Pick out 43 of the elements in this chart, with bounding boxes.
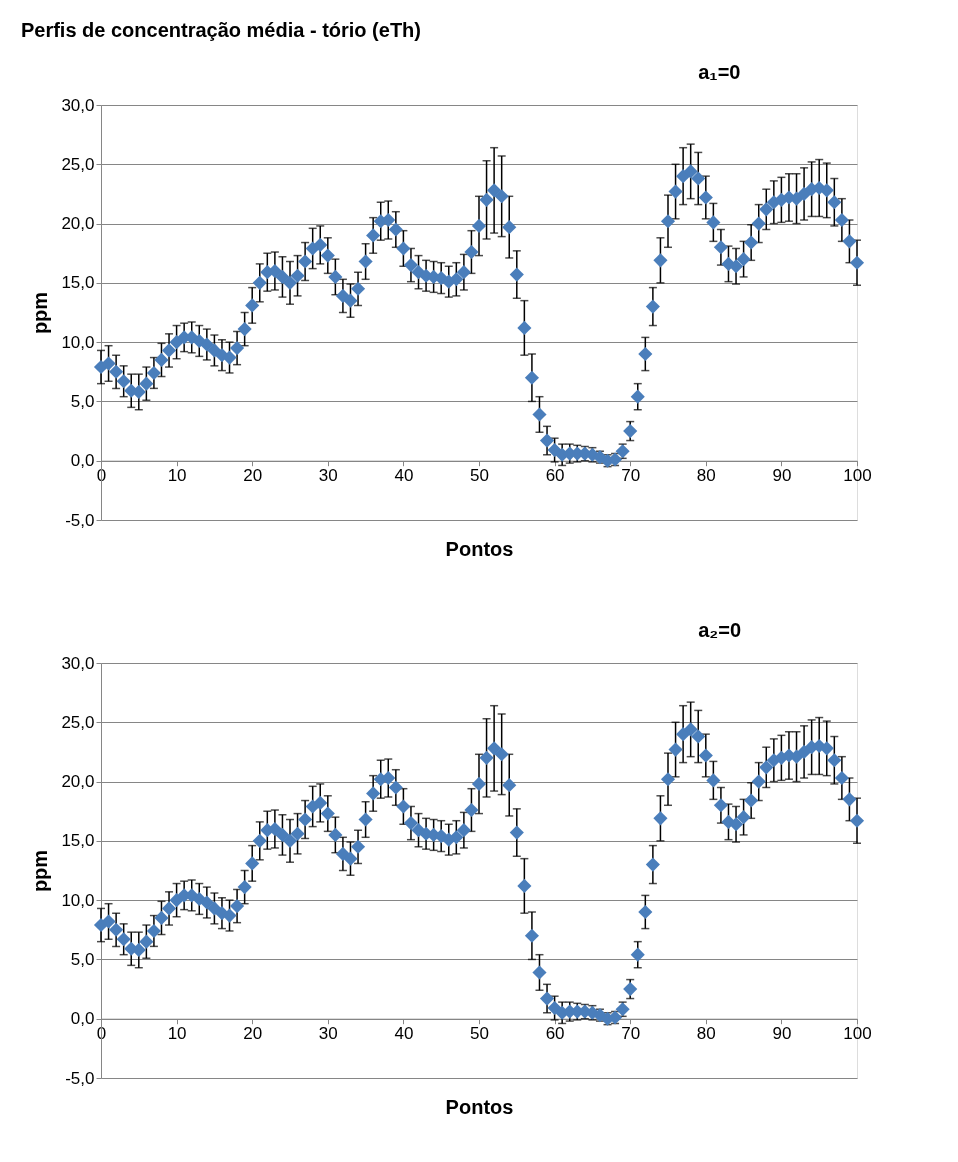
x-tick-label: 100 — [843, 1024, 872, 1044]
chart-title: Perfis de concentração média - tório (eTh) — [20, 19, 422, 41]
x-tick-label: 70 — [621, 1024, 641, 1044]
x-tick-label: 90 — [772, 466, 792, 486]
y-tick-label: 0,0 — [70, 1009, 95, 1029]
y-tick-label: 25,0 — [61, 154, 95, 174]
text: a₂=0 — [698, 619, 742, 641]
x-tick-label: 60 — [545, 1024, 565, 1044]
text: a₁=0 — [698, 61, 741, 83]
y-tick-label: -5,0 — [65, 1068, 95, 1088]
y-tick-label: 5,0 — [70, 949, 95, 969]
y-tick-label: 15,0 — [61, 831, 95, 851]
y-axis-title: ppm — [29, 849, 52, 893]
y-tick-label: 30,0 — [61, 653, 95, 673]
x-tick-label: 50 — [470, 1024, 489, 1044]
x-tick-label: 90 — [772, 1024, 792, 1044]
y-axis-title: ppm — [29, 291, 52, 335]
x-tick-label: 40 — [394, 466, 414, 486]
x-tick-label: 30 — [318, 1024, 338, 1044]
x-tick-label: 80 — [696, 1024, 716, 1044]
x-tick-label: 20 — [243, 1024, 263, 1044]
y-tick-label: 10,0 — [61, 332, 95, 352]
x-tick-label: 20 — [243, 466, 263, 486]
y-tick-label: 30,0 — [61, 95, 95, 115]
x-tick-label: 60 — [545, 466, 565, 486]
x-tick-label: 10 — [167, 466, 187, 486]
y-tick-label: 20,0 — [61, 214, 95, 234]
x-axis-title: Pontos — [445, 537, 514, 560]
y-tick-label: 25,0 — [61, 712, 95, 732]
x-tick-label: 100 — [843, 466, 872, 486]
y-tick-label: 20,0 — [61, 772, 95, 792]
x-tick-label: 40 — [394, 1024, 414, 1044]
y-tick-label: -5,0 — [65, 510, 95, 530]
y-tick-label: 5,0 — [70, 391, 95, 411]
x-tick-label: 30 — [318, 466, 338, 486]
x-tick-label: 50 — [470, 466, 489, 486]
y-tick-label: 0,0 — [70, 451, 95, 471]
y-tick-label: 15,0 — [61, 273, 95, 293]
x-axis-title: Pontos — [445, 1095, 514, 1118]
y-tick-label: 10,0 — [61, 890, 95, 910]
x-tick-label: 80 — [696, 466, 716, 486]
x-tick-label: 10 — [167, 1024, 187, 1044]
x-tick-label: 70 — [621, 466, 641, 486]
